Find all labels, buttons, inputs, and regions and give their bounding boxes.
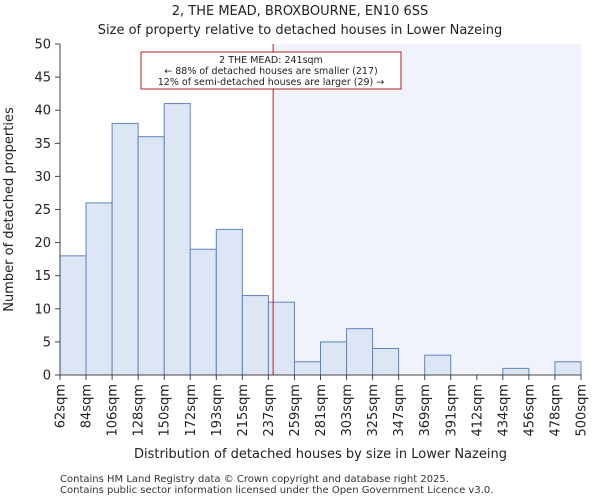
- chart-title: 2, THE MEAD, BROXBOURNE, EN10 6SS: [171, 4, 429, 19]
- x-tick-label: 237sqm: [262, 384, 277, 437]
- y-tick-label: 25: [34, 203, 51, 218]
- y-tick-label: 5: [43, 335, 51, 350]
- x-tick-label: 215sqm: [236, 384, 251, 437]
- y-axis-label: Number of detached properties: [2, 107, 17, 312]
- bar: [320, 341, 348, 376]
- bar: [137, 136, 165, 376]
- annotation-line-1: 2 THE MEAD: 241sqm: [219, 55, 323, 66]
- x-tick-label: 172sqm: [184, 384, 199, 437]
- x-tick-label: 128sqm: [132, 384, 147, 437]
- x-tick-label: 193sqm: [210, 384, 225, 437]
- y-tick-label: 20: [34, 236, 51, 251]
- x-tick-label: 62sqm: [54, 384, 69, 428]
- bar: [59, 255, 87, 376]
- bar: [85, 202, 113, 376]
- chart-title-block: 2, THE MEAD, BROXBOURNE, EN10 6SS Size o…: [0, 2, 600, 40]
- y-tick-label: 40: [34, 104, 51, 119]
- footer: Contains HM Land Registry data © Crown c…: [60, 474, 493, 496]
- annotation-box: [140, 51, 402, 90]
- y-tick-label: 15: [34, 269, 51, 284]
- x-tick-label: 150sqm: [158, 384, 173, 437]
- y-axis-ticks: 0 5 10 15 20 25 30 35 40 45 50: [34, 38, 60, 384]
- x-axis-label: Distribution of detached houses by size …: [134, 447, 507, 462]
- x-tick-label: 478sqm: [548, 384, 563, 437]
- x-tick-label: 325sqm: [366, 384, 381, 437]
- x-tick-label: 84sqm: [80, 384, 95, 428]
- footer-line-1: Contains HM Land Registry data © Crown c…: [60, 474, 449, 485]
- y-tick-label: 45: [34, 71, 51, 86]
- x-tick-label: 347sqm: [392, 384, 407, 437]
- bar: [502, 367, 530, 376]
- bar: [111, 122, 139, 376]
- bar: [189, 248, 217, 376]
- bar: [215, 228, 243, 376]
- x-tick-label: 412sqm: [470, 384, 485, 437]
- bar: [293, 361, 322, 376]
- y-tick-label: 10: [34, 302, 51, 317]
- y-tick-label: 0: [43, 369, 51, 384]
- x-tick-label: 106sqm: [106, 384, 121, 437]
- bar: [267, 301, 295, 376]
- highlight-region: [273, 44, 581, 375]
- x-tick-label: 303sqm: [340, 384, 355, 437]
- x-tick-label: 391sqm: [444, 384, 459, 437]
- bar: [372, 348, 400, 376]
- x-axis-ticks: 62sqm 84sqm 106sqm 128sqm 150sqm 172sqm 193sqm…: [54, 375, 590, 437]
- bar: [241, 295, 269, 376]
- x-tick-label: 434sqm: [496, 384, 511, 437]
- footer-line-2: Contains public sector information licen…: [60, 485, 494, 496]
- y-tick-label: 50: [34, 38, 51, 53]
- bar: [554, 361, 582, 376]
- bar: [424, 354, 452, 376]
- x-tick-label: 456sqm: [522, 384, 537, 437]
- x-tick-label: 500sqm: [575, 384, 590, 437]
- bar: [346, 328, 374, 376]
- x-tick-label: 281sqm: [314, 384, 329, 437]
- chart-subtitle: Size of property relative to detached ho…: [97, 23, 503, 38]
- annotation-line-3: 12% of semi-detached houses are larger (…: [158, 77, 385, 88]
- x-tick-label: 259sqm: [288, 384, 303, 437]
- y-tick-label: 35: [34, 137, 51, 152]
- x-tick-label: 369sqm: [418, 384, 433, 437]
- y-tick-label: 30: [34, 170, 51, 185]
- annotation-line-2: ← 88% of detached houses are smaller (21…: [164, 66, 377, 77]
- bar: [163, 103, 191, 376]
